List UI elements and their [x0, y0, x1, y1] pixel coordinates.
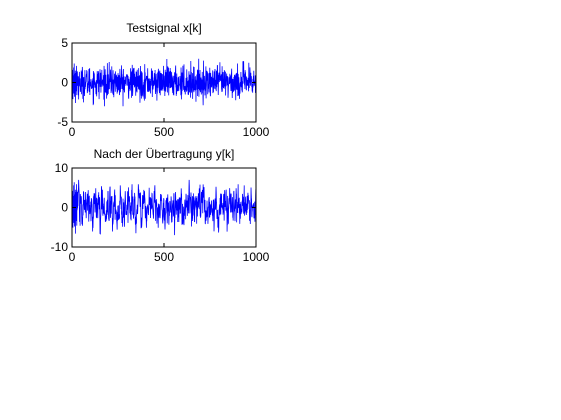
y-tick-label: 0 — [61, 201, 68, 215]
x-tick-label: 1000 — [243, 125, 270, 139]
chart-title: Testsignal x[k] — [126, 21, 201, 35]
x-tick-label: 1000 — [243, 250, 270, 264]
plot-area — [71, 58, 257, 107]
x-tick-label: 500 — [154, 125, 174, 139]
x-tick-label: 0 — [69, 125, 76, 139]
plot-area — [71, 179, 257, 236]
series-line — [71, 179, 257, 236]
series-line — [71, 58, 257, 107]
y-tick-label: -10 — [51, 240, 69, 254]
x-tick-label: 0 — [69, 250, 76, 264]
y-tick-label: 0 — [61, 76, 68, 90]
y-tick-label: 10 — [55, 161, 69, 175]
y-tick-label: 5 — [61, 36, 68, 50]
x-tick-label: 500 — [154, 250, 174, 264]
chart-title: Nach der Übertragung y[k] — [94, 147, 235, 161]
y-tick-label: -5 — [57, 115, 68, 129]
